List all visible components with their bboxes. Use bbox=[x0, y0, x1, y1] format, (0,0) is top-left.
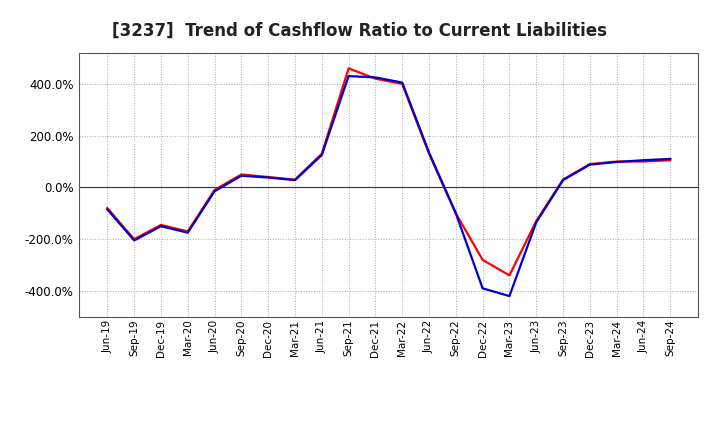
Operating CF to Current Liabilities bbox=[505, 273, 514, 278]
Free CF to Current Liabilities bbox=[103, 207, 112, 212]
Operating CF to Current Liabilities bbox=[559, 177, 567, 182]
Free CF to Current Liabilities bbox=[451, 211, 460, 216]
Line: Operating CF to Current Liabilities: Operating CF to Current Liabilities bbox=[107, 68, 670, 275]
Operating CF to Current Liabilities bbox=[184, 229, 192, 234]
Operating CF to Current Liabilities bbox=[639, 159, 648, 164]
Operating CF to Current Liabilities bbox=[291, 177, 300, 182]
Free CF to Current Liabilities bbox=[157, 224, 166, 229]
Free CF to Current Liabilities bbox=[371, 75, 379, 80]
Operating CF to Current Liabilities bbox=[157, 222, 166, 227]
Operating CF to Current Liabilities bbox=[666, 158, 675, 163]
Free CF to Current Liabilities bbox=[291, 177, 300, 183]
Free CF to Current Liabilities bbox=[505, 293, 514, 299]
Free CF to Current Liabilities bbox=[318, 152, 326, 158]
Operating CF to Current Liabilities bbox=[478, 257, 487, 263]
Free CF to Current Liabilities bbox=[478, 286, 487, 291]
Free CF to Current Liabilities bbox=[612, 159, 621, 165]
Free CF to Current Liabilities bbox=[425, 150, 433, 155]
Operating CF to Current Liabilities bbox=[237, 172, 246, 177]
Operating CF to Current Liabilities bbox=[103, 205, 112, 211]
Operating CF to Current Liabilities bbox=[612, 159, 621, 164]
Operating CF to Current Liabilities bbox=[585, 161, 594, 167]
Operating CF to Current Liabilities bbox=[264, 174, 272, 180]
Operating CF to Current Liabilities bbox=[130, 237, 138, 242]
Free CF to Current Liabilities bbox=[666, 156, 675, 161]
Operating CF to Current Liabilities bbox=[344, 66, 353, 71]
Free CF to Current Liabilities bbox=[532, 220, 541, 225]
Operating CF to Current Liabilities bbox=[398, 81, 407, 87]
Free CF to Current Liabilities bbox=[585, 162, 594, 167]
Free CF to Current Liabilities bbox=[398, 80, 407, 85]
Text: [3237]  Trend of Cashflow Ratio to Current Liabilities: [3237] Trend of Cashflow Ratio to Curren… bbox=[112, 22, 608, 40]
Line: Free CF to Current Liabilities: Free CF to Current Liabilities bbox=[107, 76, 670, 296]
Operating CF to Current Liabilities bbox=[425, 151, 433, 156]
Free CF to Current Liabilities bbox=[184, 230, 192, 235]
Free CF to Current Liabilities bbox=[264, 175, 272, 180]
Free CF to Current Liabilities bbox=[639, 158, 648, 163]
Operating CF to Current Liabilities bbox=[210, 187, 219, 193]
Free CF to Current Liabilities bbox=[210, 189, 219, 194]
Free CF to Current Liabilities bbox=[130, 238, 138, 243]
Free CF to Current Liabilities bbox=[559, 177, 567, 183]
Operating CF to Current Liabilities bbox=[451, 211, 460, 216]
Operating CF to Current Liabilities bbox=[371, 76, 379, 81]
Operating CF to Current Liabilities bbox=[532, 218, 541, 224]
Free CF to Current Liabilities bbox=[237, 173, 246, 178]
Free CF to Current Liabilities bbox=[344, 73, 353, 79]
Operating CF to Current Liabilities bbox=[318, 151, 326, 156]
